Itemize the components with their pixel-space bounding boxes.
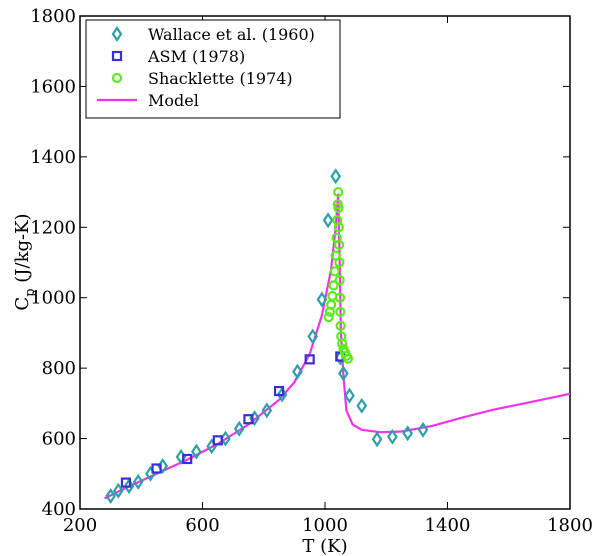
y-tick-label: 1200 [30,217,76,238]
y-tick-label: 600 [42,429,76,450]
data-point-diamond [371,431,383,448]
data-point-diamond [105,487,116,504]
x-tick-label: 1400 [425,515,471,536]
data-point-diamond [344,387,355,404]
data-point-square [151,463,162,474]
legend-label: Shacklette (1974) [148,69,293,88]
data-point-diamond [322,212,334,229]
data-point-circle [333,202,344,214]
data-point-diamond [276,386,288,403]
data-point-circle [337,338,348,349]
y-axis-label-sub: p [23,288,38,296]
legend-marker-diamond [111,26,123,42]
data-point-diamond [356,397,368,414]
x-tick-label: 1000 [302,515,348,536]
legend-marker-circle [111,72,123,84]
y-axis-label: Cp (J/kg-K) [12,213,38,310]
y-tick-label: 400 [42,499,76,520]
data-point-square [120,477,132,488]
data-point-circle [323,311,334,323]
data-point-diamond [233,420,245,437]
series-square [120,351,346,488]
data-point-square [212,435,223,446]
x-axis-label: T (K) [302,536,347,556]
data-point-diamond [330,168,342,185]
data-point-circle [328,280,339,291]
data-point-diamond [261,402,273,419]
y-tick-label: 800 [42,358,76,379]
legend-label: Wallace et al. (1960) [148,25,315,44]
x-tick-label: 200 [63,515,97,536]
data-point-diamond [338,365,349,382]
legend-box [85,19,341,119]
series-circle [323,186,354,364]
y-tick-label: 1400 [30,147,76,168]
x-tick-label: 1800 [547,515,593,536]
data-point-circle [335,306,346,317]
data-point-circle [333,222,344,233]
y-tick-label: 1000 [30,288,76,309]
data-point-circle [334,275,345,286]
data-point-diamond [417,421,429,438]
svg-text:Cp (J/kg-K): Cp (J/kg-K) [12,213,38,310]
data-point-circle [342,353,354,364]
axis-ticks [79,15,571,510]
data-point-square [243,414,254,425]
data-point-diamond [292,363,303,380]
data-point-circle [333,186,344,198]
data-point-circle [334,292,346,303]
x-tick-label: 600 [185,515,219,536]
data-point-diamond [316,291,328,308]
y-axis-label-rest: (J/kg-K) [12,213,33,288]
data-point-circle [334,257,345,268]
data-point-diamond [191,443,202,460]
legend: Wallace et al. (1960) ASM (1978) Shacklett… [85,19,341,119]
data-point-square [273,385,285,397]
data-point-diamond [132,473,144,490]
data-point-diamond [387,428,398,445]
data-point-diamond [402,425,414,442]
data-point-circle [333,239,345,250]
data-point-diamond [307,328,319,345]
y-axis-label-main: C [12,297,33,311]
data-point-square [304,354,315,365]
legend-label: ASM (1978) [147,47,245,66]
y-tick-label: 1600 [30,76,76,97]
y-tick-label: 1800 [30,6,76,27]
legend-label: Model [148,91,199,110]
axis-tick-labels: 200 600 1000 1400 1800 400 600 800 1000 1200 1400 1… [30,6,593,536]
data-point-circle [329,266,340,277]
data-point-circle [335,320,346,331]
data-point-square [182,453,193,465]
data-point-diamond [123,478,135,495]
data-point-diamond [112,482,124,499]
legend-marker-square [111,50,123,62]
series-layer [104,168,571,504]
